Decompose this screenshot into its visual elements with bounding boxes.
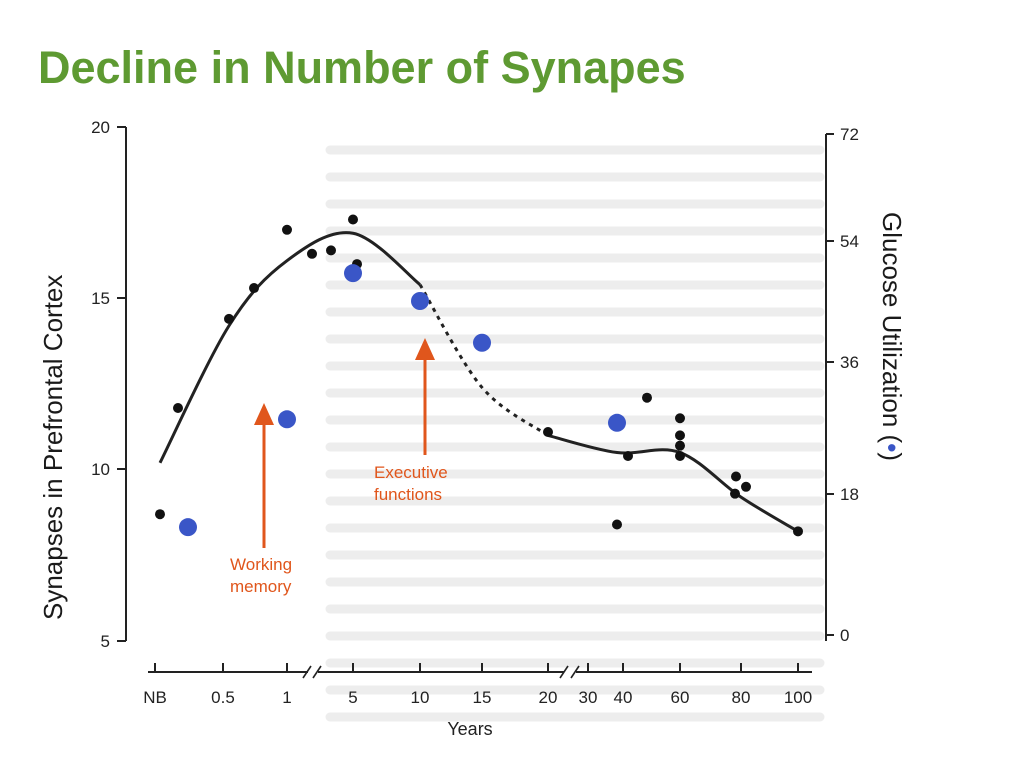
glucose-data-point [179,518,197,537]
slide-title: Decline in Number of Synapes [38,42,686,93]
axis-break-2 [559,665,580,679]
x-tick-label: 30 [579,688,598,707]
synapse-data-point [730,488,740,499]
synapse-data-point [675,413,685,424]
x-tick-label: 40 [614,688,633,707]
synapse-data-point [224,313,234,324]
glucose-data-point [344,264,362,283]
x-tick-label: 10 [411,688,430,707]
synapse-data-point [642,392,652,403]
y-axis-title: Synapses in Prefrontal Cortex [38,275,68,620]
trend-line-dashed [418,283,549,437]
x-tick-label: 60 [671,688,690,707]
synapse-data-point [326,245,336,256]
y-tick-label: 5 [101,632,110,651]
x-tick-label: NB [143,688,167,707]
x-tick-label: 15 [473,688,492,707]
axis-break-1 [302,665,322,679]
x-tick-label: 20 [539,688,558,707]
synapse-data-point [731,471,741,482]
synapse-data-point [348,214,358,225]
x-tick-label: 100 [784,688,812,707]
synapse-data-point [675,450,685,461]
x-axis-title: Years [447,719,492,739]
synapse-data-point [543,426,553,437]
working-memory-label-line1: Working [230,555,292,574]
executive-functions-annotation: Executive functions [374,338,448,504]
synapse-data-point [675,440,685,451]
synapse-data-point [623,450,633,461]
synapse-data-point [173,402,183,413]
x-axis [148,665,812,679]
background-page-texture [325,145,825,722]
x-tick-label: 1 [282,688,291,707]
x-tick-label: 80 [732,688,751,707]
glucose-data-point [608,413,626,432]
y2-tick-label: 0 [840,626,849,645]
synapse-data-point [282,224,292,235]
y-axis-right [825,133,834,641]
y-tick-label: 20 [91,118,110,137]
glucose-data-point [278,410,296,429]
working-memory-label-line2: memory [230,577,292,596]
synapse-data-point [793,526,803,537]
y-tick-label: 15 [91,289,110,308]
y2-tick-label: 54 [840,232,859,251]
trend-line-early [158,231,421,464]
glucose-data-point [411,292,429,310]
x-tick-label: 5 [348,688,357,707]
glucose-legend-dot: • [877,443,907,452]
executive-label-line2: functions [374,485,442,504]
working-memory-annotation: Working memory [230,403,292,596]
y2-tick-label: 72 [840,125,859,144]
glucose-data-point [473,333,491,352]
synapse-data-point [249,283,259,294]
synapse-data-point [741,481,751,492]
executive-label-line1: Executive [374,463,448,482]
x-tick-label: 0.5 [211,688,235,707]
y2-tick-label: 36 [840,353,859,372]
y-axis-left [117,126,127,642]
synapse-data-point [612,519,622,530]
synapse-data-point [307,248,317,259]
synapse-data-point [155,509,165,520]
y2-axis-title: Glucose Utilization (•) [877,212,907,461]
y2-tick-label: 18 [840,485,859,504]
y-tick-label: 10 [91,460,110,479]
synapse-data-point [675,430,685,441]
